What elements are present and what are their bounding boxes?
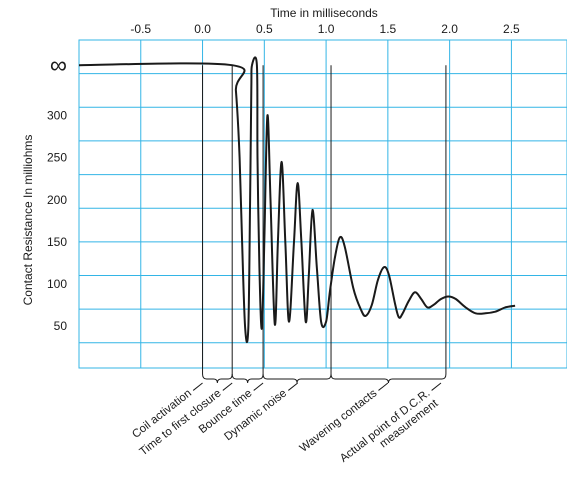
x-tick-labels: -0.5 0.0 0.5 1.0 1.5 2.0 2.5 xyxy=(130,22,520,36)
phase-bracket xyxy=(202,373,233,384)
y-tick-labels: 50 100 150 200 250 300 ∞ xyxy=(47,52,67,333)
phase-leader xyxy=(288,382,298,391)
x-tick-label: 0.0 xyxy=(194,22,211,36)
grid xyxy=(78,39,567,369)
phase-bracket xyxy=(231,373,264,384)
y-tick-label: 300 xyxy=(47,109,67,123)
x-axis-title: Time in milliseconds xyxy=(270,6,378,20)
contact-resistance-curve xyxy=(78,56,516,343)
phase-label-line: Actual point of D.C.R. xyxy=(338,387,433,465)
phase-leader xyxy=(253,382,264,391)
phase-leader xyxy=(222,382,233,391)
y-tick-infinity: ∞ xyxy=(50,52,67,79)
phase-leader xyxy=(378,382,389,391)
x-tick-label: 1.0 xyxy=(318,22,335,36)
phase-leader xyxy=(431,382,442,391)
phase-label: Dynamic noise xyxy=(222,387,289,443)
y-tick-label: 100 xyxy=(47,277,67,291)
x-tick-label: -0.5 xyxy=(130,22,151,36)
y-axis-title: Contact Resistance In milliohms xyxy=(21,135,35,306)
x-tick-label: 0.5 xyxy=(256,22,273,36)
series-layer xyxy=(78,56,516,343)
phase-bracket xyxy=(262,373,332,384)
y-tick-label: 50 xyxy=(54,319,68,333)
phase-leader xyxy=(192,382,203,391)
phase-label: Actual point of D.C.R.measurement xyxy=(338,387,441,475)
x-tick-label: 1.5 xyxy=(380,22,397,36)
y-tick-label: 150 xyxy=(47,235,67,249)
x-tick-label: 2.0 xyxy=(441,22,458,36)
y-tick-label: 200 xyxy=(47,193,67,207)
phase-bracket xyxy=(330,373,447,384)
plot-frame xyxy=(78,39,567,369)
y-tick-label: 250 xyxy=(47,151,67,165)
x-tick-label: 2.5 xyxy=(503,22,520,36)
